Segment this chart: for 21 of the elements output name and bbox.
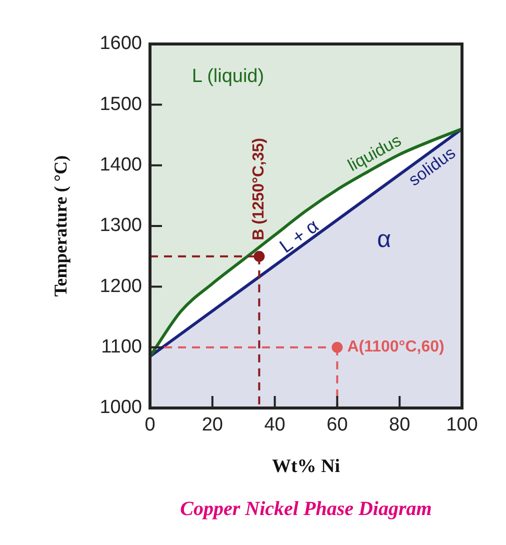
- annotation: B (1250°C,35): [250, 138, 268, 240]
- x-tick-label: 100: [446, 414, 478, 436]
- y-axis-title: Temperature ( °C): [50, 155, 71, 297]
- x-tick-label: 80: [389, 414, 410, 436]
- x-tick-label: 60: [326, 414, 348, 436]
- y-tick-label: 1500: [100, 94, 142, 115]
- y-tick-label: 1400: [100, 154, 142, 176]
- y-tick-label: 1000: [100, 397, 142, 418]
- x-tick-label: 40: [264, 414, 286, 436]
- x-tick-label: 0: [144, 414, 156, 436]
- y-tick-label: 1200: [100, 276, 142, 297]
- x-tick-label: 20: [202, 414, 223, 436]
- y-tick-label: 1600: [100, 33, 142, 54]
- annotation: A(1100°C,60): [347, 338, 444, 356]
- x-axis-title: Wt% Ni: [272, 456, 340, 477]
- y-tick-label: 1300: [100, 215, 142, 236]
- text: Copper Nickel Phase Diagram: [180, 498, 432, 520]
- annotation: α: [377, 226, 392, 254]
- annotation: L (liquid): [192, 66, 264, 87]
- annotation: L + α: [276, 216, 323, 258]
- y-tick-label: 1100: [101, 336, 142, 358]
